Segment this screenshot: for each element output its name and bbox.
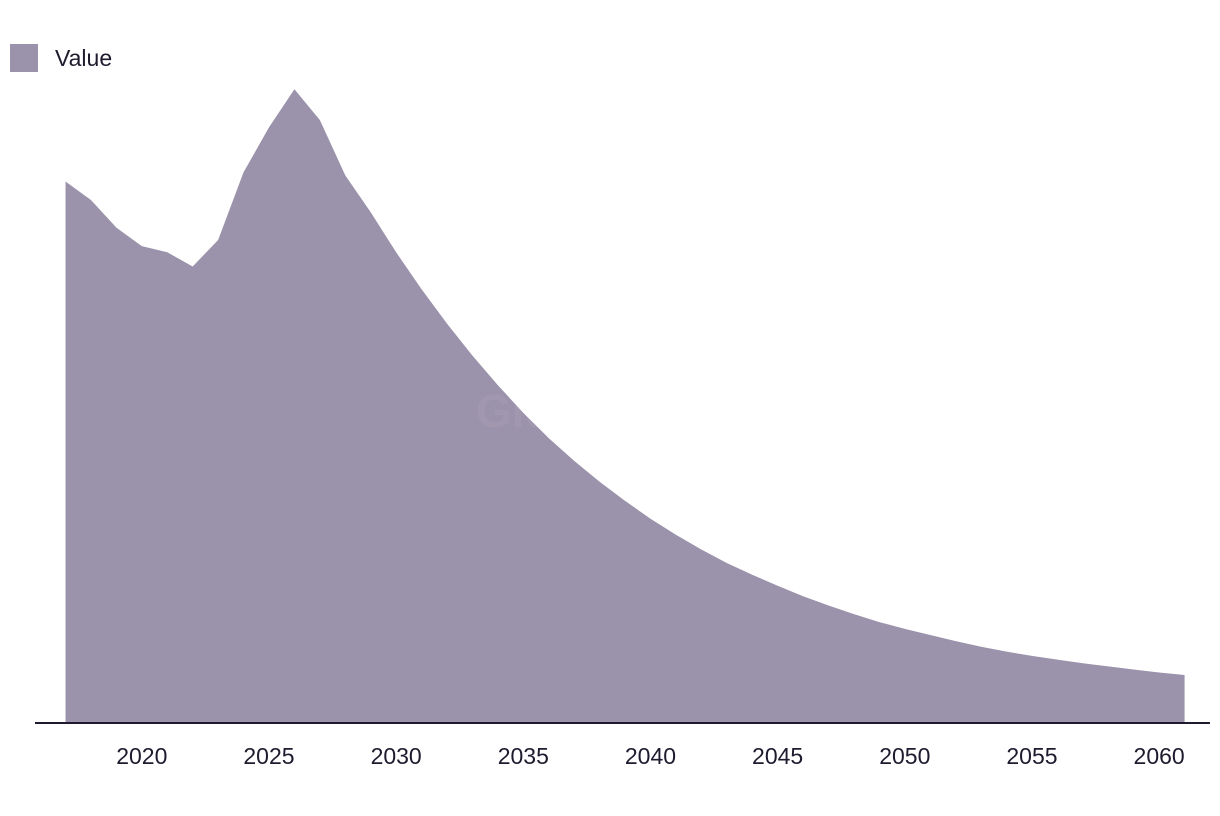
x-tick-label: 2030 [371, 743, 422, 769]
x-axis-ticks: 2020 2025 2030 2035 2040 2045 2050 2055 2060 [116, 743, 1184, 769]
area-series-0 [65, 89, 1185, 724]
x-tick-label: 2040 [625, 743, 676, 769]
legend: Value [10, 44, 112, 72]
legend-label: Value [55, 44, 113, 71]
x-tick-label: 2055 [1006, 743, 1057, 769]
x-tick-label: 2035 [498, 743, 549, 769]
legend-swatch [10, 44, 38, 72]
x-tick-label: 2025 [243, 743, 294, 769]
x-tick-label: 2060 [1134, 743, 1185, 769]
x-tick-label: 2020 [116, 743, 167, 769]
x-tick-label: 2045 [752, 743, 803, 769]
area-layer [65, 89, 1185, 724]
x-tick-label: 2050 [879, 743, 930, 769]
